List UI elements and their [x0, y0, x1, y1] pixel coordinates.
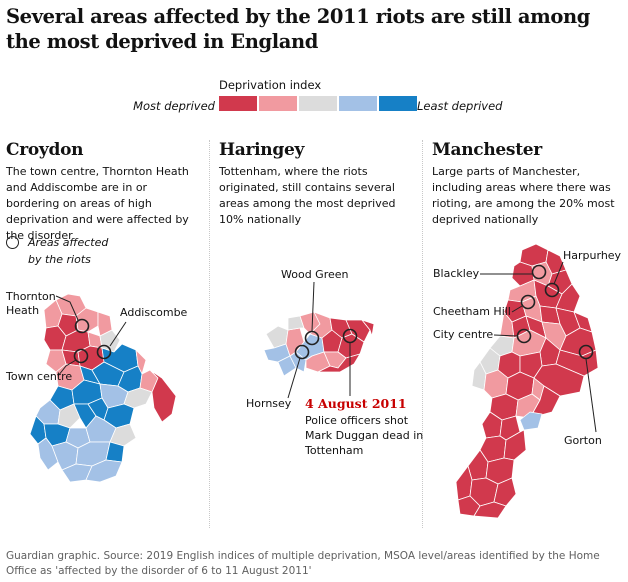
manchester-title: Manchester: [432, 140, 542, 160]
chart-title: Several areas affected by the 2011 riots…: [6, 5, 591, 53]
tottenham-riot-marker: [342, 328, 358, 344]
haringey-title: Haringey: [219, 140, 305, 160]
riot-area-key-icon: [6, 236, 19, 249]
addiscombe-leader-line: [109, 321, 127, 347]
croydon-description: The town centre, Thornton Heath and Addi…: [6, 165, 189, 242]
croydon-title: Croydon: [6, 140, 84, 160]
wood-green-label: Wood Green: [281, 268, 349, 281]
cheetham-hill-riot-marker: [520, 294, 536, 310]
town-centre-label: Town centre: [6, 370, 73, 383]
gorton-label: Gorton: [564, 434, 602, 447]
addiscombe-riot-marker: [96, 344, 112, 360]
thornton-heath-leader-line: [55, 295, 79, 321]
town-centre-leader-line: [57, 359, 77, 377]
column-divider: [209, 140, 210, 528]
city-centre-leader-line: [493, 334, 518, 337]
manchester-description: Large parts of Manchester, including are…: [432, 165, 615, 226]
hornsey-riot-marker: [294, 344, 310, 360]
hornsey-leader-line: [287, 357, 301, 399]
thornton-heath-riot-marker: [74, 318, 90, 334]
gorton-riot-marker: [578, 344, 594, 360]
riot-area-key-text: Areas affected by the riots: [28, 236, 109, 266]
wood-green-leader-line: [311, 281, 315, 332]
harpurhey-label: Harpurhey: [563, 249, 622, 262]
legend-left-label: Most deprived: [133, 99, 215, 113]
haringey-description: Tottenham, where the riots originated, s…: [219, 165, 396, 226]
harpurhey-leader-line: [553, 261, 564, 285]
hornsey-label: Hornsey: [246, 397, 292, 410]
legend-swatch-middle: [299, 96, 337, 111]
wood-green-riot-marker: [304, 330, 320, 346]
cheetham-hill-label: Cheetham Hill: [433, 305, 511, 318]
town-centre-riot-marker: [73, 348, 89, 364]
legend-title: Deprivation index: [219, 78, 322, 92]
legend-colour-scale: [219, 96, 417, 111]
legend-swatch-deprived: [259, 96, 297, 111]
manchester-map: [455, 243, 599, 519]
blackley-label: Blackley: [433, 267, 480, 280]
city-centre-label: City centre: [433, 328, 494, 341]
addiscombe-label: Addiscombe: [120, 306, 188, 319]
legend-swatch-most-deprived: [219, 96, 257, 111]
blackley-riot-marker: [531, 264, 547, 280]
gorton-leader-line: [585, 358, 597, 433]
legend-swatch-less-deprived: [339, 96, 377, 111]
thornton-heath-label: Thornton Heath: [6, 290, 56, 317]
city-centre-riot-marker: [516, 328, 532, 344]
haringey-map: [263, 281, 375, 399]
croydon-map: [29, 293, 177, 483]
legend-swatch-least-deprived: [379, 96, 417, 111]
column-divider: [422, 140, 423, 528]
harpurhey-riot-marker: [544, 282, 560, 298]
event-date: 4 August 2011: [305, 396, 407, 411]
event-description: Police officers shot Mark Duggan dead in…: [305, 414, 424, 457]
cheetham-hill-leader-line: [511, 305, 523, 313]
legend-right-label: Least deprived: [417, 99, 503, 113]
source-footer: Guardian graphic. Source: 2019 English i…: [6, 550, 600, 577]
